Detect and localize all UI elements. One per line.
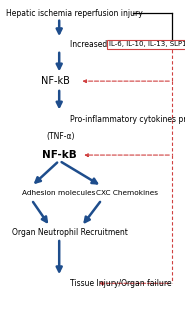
- Text: Organ Neutrophil Recruitment: Organ Neutrophil Recruitment: [12, 228, 128, 237]
- Text: Increased hepatic production of IL-12: Increased hepatic production of IL-12: [70, 40, 185, 49]
- Text: Pro-inflammatory cytokines production: Pro-inflammatory cytokines production: [70, 115, 185, 124]
- Text: Tissue Injury/Organ failure: Tissue Injury/Organ failure: [70, 279, 172, 288]
- Text: (TNF-α): (TNF-α): [47, 132, 75, 141]
- Text: NF-kB: NF-kB: [41, 76, 70, 86]
- Text: NF-kB: NF-kB: [42, 150, 77, 160]
- Text: Adhesion molecules: Adhesion molecules: [22, 190, 96, 197]
- Text: CXC Chemokines: CXC Chemokines: [96, 190, 158, 197]
- Text: IL-6, IL-10, IL-13, SLP1: IL-6, IL-10, IL-13, SLP1: [109, 41, 185, 47]
- Text: Hepatic ischemia reperfusion injury: Hepatic ischemia reperfusion injury: [6, 9, 142, 17]
